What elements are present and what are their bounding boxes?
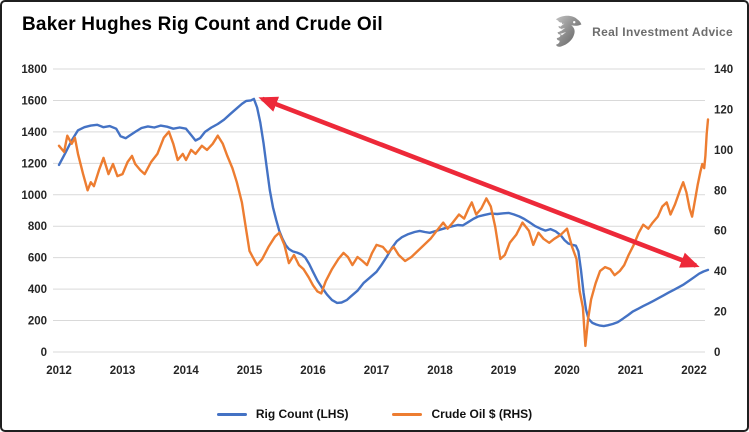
svg-text:200: 200 [28,316,47,328]
eagle-icon [550,14,584,50]
svg-text:1400: 1400 [21,127,47,139]
svg-text:100: 100 [714,145,733,157]
svg-text:400: 400 [28,284,47,296]
svg-text:2020: 2020 [554,365,580,377]
svg-text:60: 60 [714,226,727,238]
legend-item-rig-count: Rig Count (LHS) [216,407,349,421]
svg-text:2013: 2013 [110,365,136,377]
svg-text:2017: 2017 [364,365,390,377]
legend-label-rig-count: Rig Count (LHS) [255,407,349,421]
svg-text:2016: 2016 [300,365,326,377]
svg-text:1200: 1200 [21,158,47,170]
svg-text:1800: 1800 [21,64,47,76]
page-title: Baker Hughes Rig Count and Crude Oil [22,14,383,35]
svg-text:2019: 2019 [491,365,517,377]
chart-legend: Rig Count (LHS) Crude Oil $ (RHS) [2,407,747,421]
svg-text:2012: 2012 [46,365,72,377]
svg-text:2018: 2018 [427,365,453,377]
svg-text:2022: 2022 [681,365,707,377]
svg-text:800: 800 [28,221,47,233]
brand-logo: Real Investment Advice [550,14,733,50]
svg-text:600: 600 [28,253,47,265]
svg-text:120: 120 [714,104,733,116]
brand-name: Real Investment Advice [592,25,733,39]
svg-text:0: 0 [714,347,720,359]
crude-oil-line-swatch [392,412,423,416]
rig-count-line-swatch [216,412,247,416]
legend-label-crude-oil: Crude Oil $ (RHS) [431,407,533,421]
legend-item-crude-oil: Crude Oil $ (RHS) [392,407,532,421]
svg-text:2021: 2021 [618,365,644,377]
svg-text:2014: 2014 [173,365,199,377]
svg-text:1000: 1000 [21,190,47,202]
svg-text:140: 140 [714,64,733,76]
svg-text:2015: 2015 [237,365,263,377]
svg-text:80: 80 [714,185,727,197]
svg-text:40: 40 [714,266,727,278]
svg-text:1600: 1600 [21,95,47,107]
svg-text:0: 0 [41,347,47,359]
svg-text:20: 20 [714,307,727,319]
